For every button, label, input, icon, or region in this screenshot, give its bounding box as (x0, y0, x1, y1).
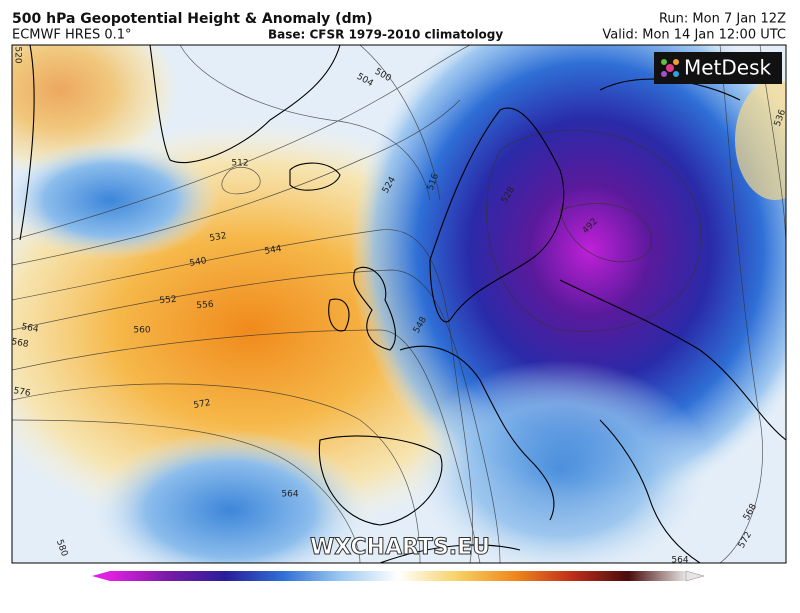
colorbar-extend-low (92, 571, 110, 581)
contour-label: 540 (189, 256, 208, 269)
model: ECMWF HRES 0.1° (12, 28, 132, 43)
watermark: WXCHARTS.EU (310, 535, 490, 560)
contour-label: 572 (193, 398, 212, 411)
run-time: Run: Mon 7 Jan 12Z (659, 12, 786, 27)
logo-text: MetDesk (684, 56, 772, 80)
valid-time: Valid: Mon 14 Jan 12:00 UTC (602, 28, 786, 43)
contour-label: 544 (264, 244, 283, 257)
coastlines (19, 45, 786, 563)
map-frame (11, 44, 787, 564)
climatology: Base: CFSR 1979-2010 climatology (268, 28, 503, 42)
contour-label: 520 (13, 46, 23, 63)
contour-label: 568 (11, 337, 30, 350)
anomaly-field (410, 360, 710, 563)
anomaly-field (90, 430, 370, 563)
contour-label: 552 (159, 295, 177, 306)
contour-label: 556 (196, 300, 214, 311)
title: 500 hPa Geopotential Height & Anomaly (d… (12, 11, 373, 27)
contour-label: 532 (209, 231, 228, 244)
anomaly-field (735, 80, 786, 200)
logo-box (654, 52, 782, 84)
contour-label: 564 (671, 556, 688, 566)
colorbar (92, 570, 705, 582)
contour-label: 512 (231, 159, 248, 169)
contour-label: 564 (21, 322, 40, 335)
anomaly-field (12, 140, 220, 260)
contour-label: 560 (133, 326, 150, 336)
contour-label: 576 (13, 386, 32, 399)
map (12, 45, 786, 563)
contour-label: 564 (281, 490, 298, 500)
colorbar-extend-high (685, 570, 705, 582)
logo-icon (661, 59, 679, 77)
colorbar-fill (110, 571, 686, 581)
